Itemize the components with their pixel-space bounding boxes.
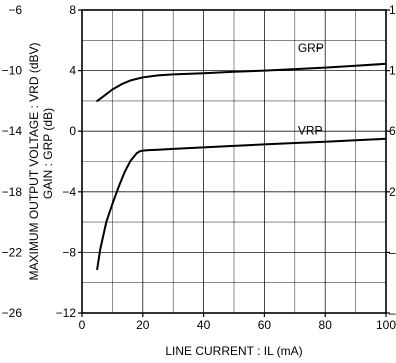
series-line-grp bbox=[96, 62, 387, 102]
x-tick-label: 20 bbox=[136, 318, 150, 332]
y-tick-label-voltage: −10 bbox=[2, 64, 23, 78]
y-tick-label-voltage: −18 bbox=[2, 185, 23, 199]
tick-labels: 0 20 40 60 80 100840−4−8−12−6−10−14−18−22−261… bbox=[2, 3, 396, 332]
y-axis-label-voltage: MAXIMUM OUTPUT VOLTAGE : VRD (dBV) bbox=[27, 42, 41, 280]
x-tick-label: 60 bbox=[258, 318, 272, 332]
y-tick-label-right: – bbox=[389, 245, 396, 259]
y-tick-label-voltage: −22 bbox=[2, 245, 23, 259]
y-tick-label-right: 1 bbox=[389, 3, 396, 17]
y-tick-label-voltage: −26 bbox=[2, 306, 23, 320]
y-axis-label-gain: GAIN : GRP (dB) bbox=[41, 108, 55, 199]
y-tick-label-voltage: −14 bbox=[2, 124, 23, 138]
series-layer bbox=[96, 47, 387, 271]
y-tick-label-gain: 8 bbox=[69, 3, 76, 17]
y-tick-label-gain: 4 bbox=[69, 64, 76, 78]
series-label-grp: GRP bbox=[298, 41, 324, 55]
x-tick-label: 80 bbox=[319, 318, 333, 332]
series-label-vrp: VRP bbox=[298, 123, 323, 137]
y-tick-label-right: – bbox=[389, 306, 396, 320]
x-tick-label: 100 bbox=[376, 318, 396, 332]
x-axis-label: LINE CURRENT : IL (mA) bbox=[165, 344, 302, 358]
y-tick-label-gain: −8 bbox=[62, 245, 76, 259]
x-tick-label: 40 bbox=[197, 318, 211, 332]
y-tick-label-right: 6 bbox=[389, 124, 396, 138]
y-tick-label-right: 2 bbox=[389, 185, 396, 199]
y-tick-label-gain: 0 bbox=[69, 124, 76, 138]
grid bbox=[82, 10, 386, 313]
series-line-vrp bbox=[96, 137, 387, 271]
y-tick-label-voltage: −6 bbox=[8, 3, 22, 17]
x-tick-label: 0 bbox=[79, 318, 86, 332]
y-tick-label-gain: −12 bbox=[56, 306, 77, 320]
y-tick-label-right: 1 bbox=[389, 64, 396, 78]
plot-frame bbox=[81, 9, 387, 314]
y-tick-label-gain: −4 bbox=[62, 185, 76, 199]
